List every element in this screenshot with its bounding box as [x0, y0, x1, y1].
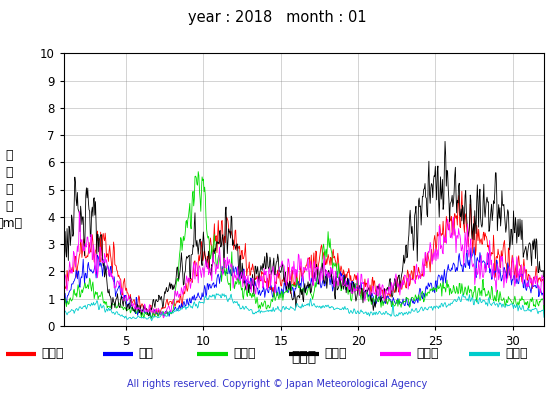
Text: 屋久島: 屋久島 — [505, 347, 528, 360]
Y-axis label: 有
義
波
高
（m）: 有 義 波 高 （m） — [0, 149, 23, 230]
Text: 生月島: 生月島 — [416, 347, 439, 360]
Text: 唐桑: 唐桑 — [139, 347, 154, 360]
Text: 経ヶ岬: 経ヶ岬 — [325, 347, 347, 360]
Text: 石廊崎: 石廊崎 — [233, 347, 256, 360]
Text: All rights reserved. Copyright © Japan Meteorological Agency: All rights reserved. Copyright © Japan M… — [128, 379, 427, 389]
Text: year : 2018   month : 01: year : 2018 month : 01 — [188, 10, 367, 25]
X-axis label: （日）: （日） — [291, 351, 316, 365]
Text: 上ノ国: 上ノ国 — [42, 347, 64, 360]
